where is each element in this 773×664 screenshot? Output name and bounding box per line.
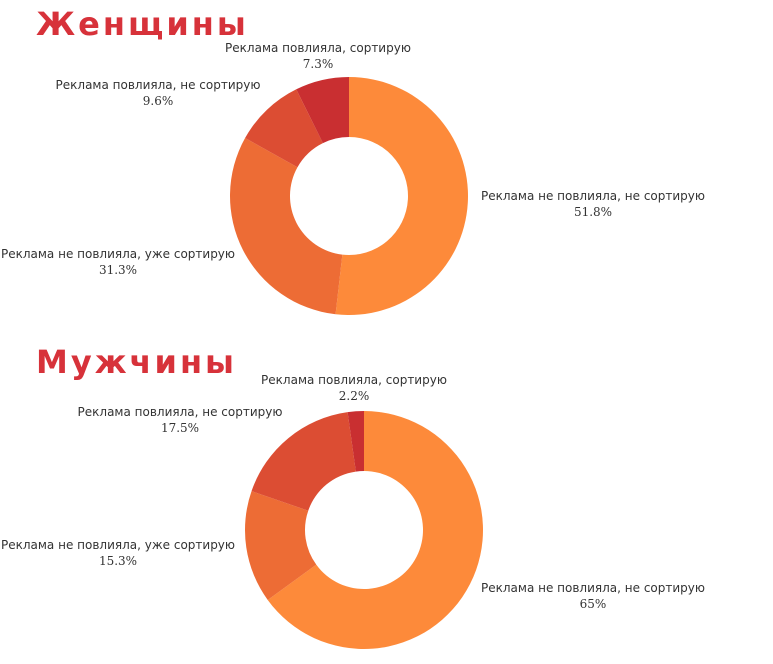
slice-value-men-1: 15.3% (99, 554, 137, 568)
slice-women-2 (245, 89, 323, 168)
slice-label-women-2: Реклама повлияла, не сортирую (56, 78, 261, 92)
donut-chart-men: Реклама не повлияла, не сортирую 65% Рекла… (1, 373, 705, 649)
slice-label-men-0: Реклама не повлияла, не сортирую (481, 581, 705, 595)
slice-label-women-0: Реклама не повлияла, не сортирую (481, 189, 705, 203)
slice-value-men-3: 2.2% (339, 389, 370, 403)
donut-chart-women: Реклама не повлияла, не сортирую 51.8% Рек… (1, 41, 705, 315)
slice-label-men-2: Реклама повлияла, не сортирую (78, 405, 283, 419)
slice-value-women-2: 9.6% (143, 94, 174, 108)
slice-women-0 (335, 77, 468, 315)
slice-men-2 (251, 412, 356, 511)
chart-title-women: Женщины (36, 5, 249, 43)
slice-value-women-1: 31.3% (99, 263, 137, 277)
slice-value-women-3: 7.3% (303, 57, 334, 71)
slice-women-1 (230, 138, 343, 315)
slice-value-women-0: 51.8% (574, 205, 612, 219)
slice-men-1 (244, 491, 317, 600)
slice-label-men-3: Реклама повлияла, сортирую (261, 373, 447, 387)
slice-men-0 (267, 411, 484, 649)
chart-title-men: Мужчины (36, 343, 237, 381)
slice-women-3 (296, 77, 349, 144)
slice-value-men-0: 65% (580, 597, 607, 611)
slice-value-men-2: 17.5% (161, 421, 199, 435)
slice-label-men-1: Реклама не повлияла, уже сортирую (1, 538, 235, 552)
slice-men-3 (347, 411, 364, 472)
slice-label-women-3: Реклама повлияла, сортирую (225, 41, 411, 55)
slice-label-women-1: Реклама не повлияла, уже сортирую (1, 247, 235, 261)
